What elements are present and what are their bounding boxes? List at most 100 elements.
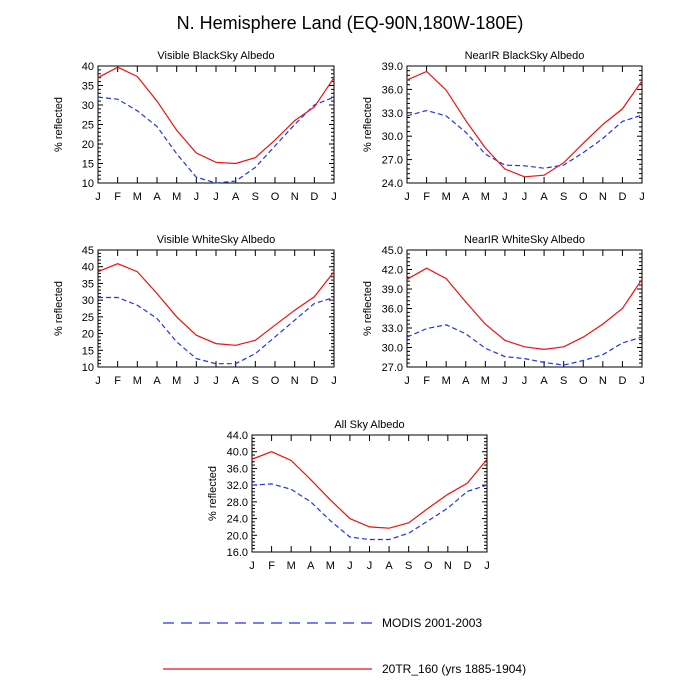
y-tick-label: 44.0: [227, 430, 248, 442]
panel-2: NearIR BlackSky Albedo % reflected 24.0 27.…: [362, 50, 645, 203]
y-tick-label: 30: [82, 295, 94, 307]
x-tick-label: A: [462, 191, 470, 203]
x-tick-label: M: [326, 560, 335, 572]
x-tick-label: O: [579, 191, 588, 203]
y-tick-label: 24.0: [227, 514, 248, 526]
x-tick-label: J: [194, 191, 200, 203]
panel-5: All Sky Albedo % reflected 16.0 20.0 24.0 28.…: [207, 419, 490, 572]
series-modis-line: [406, 324, 643, 366]
y-tick-label: 25: [82, 120, 94, 132]
x-tick-label: O: [271, 375, 280, 387]
y-tick-label: 40: [82, 61, 94, 73]
x-tick-label: J: [502, 375, 508, 387]
x-tick-label: J: [404, 375, 410, 387]
y-tick-label: 42.0: [382, 265, 403, 277]
y-tick-label: 40: [82, 262, 94, 274]
y-tick-label: 27.0: [382, 362, 403, 374]
x-tick-label: J: [484, 560, 490, 572]
x-tick-label: J: [331, 375, 337, 387]
x-tick-label: F: [423, 375, 430, 387]
panel-3: Visible WhiteSky Albedo % reflected 10 15 20…: [53, 234, 337, 387]
plot-frame: [97, 249, 335, 368]
x-tick-label: M: [287, 560, 296, 572]
x-tick-label: M: [481, 375, 490, 387]
x-tick-label: A: [462, 375, 470, 387]
y-tick-label: 10: [82, 178, 94, 190]
y-tick-label: 40.0: [227, 447, 248, 459]
x-tick-label: J: [639, 375, 645, 387]
y-tick-label: 20: [82, 139, 94, 151]
x-tick-label: O: [424, 560, 433, 572]
x-tick-label: M: [172, 375, 181, 387]
x-tick-label: M: [481, 191, 490, 203]
legend-modis-label: MODIS 2001-2003: [382, 616, 482, 630]
series-modis-line: [98, 296, 335, 365]
y-tick-label: 35: [82, 278, 94, 290]
y-axis-label: % reflected: [362, 97, 374, 152]
x-tick-label: A: [232, 375, 240, 387]
x-tick-label: F: [268, 560, 275, 572]
x-tick-label: F: [423, 191, 430, 203]
x-tick-label: D: [618, 191, 626, 203]
x-tick-label: J: [367, 560, 373, 572]
series-20tr-line: [251, 451, 488, 529]
plot-frame: [97, 65, 335, 184]
panel-title: Visible BlackSky Albedo: [157, 50, 274, 62]
x-tick-label: A: [153, 375, 161, 387]
x-tick-label: D: [310, 191, 318, 203]
y-tick-label: 30: [82, 100, 94, 112]
y-tick-label: 45: [82, 245, 94, 257]
x-tick-label: M: [442, 191, 451, 203]
x-tick-label: J: [404, 191, 410, 203]
x-tick-label: O: [271, 191, 280, 203]
y-tick-label: 36.0: [382, 84, 403, 96]
y-axis-label: % reflected: [53, 97, 65, 152]
y-tick-label: 30.0: [382, 131, 403, 143]
x-tick-label: M: [133, 375, 142, 387]
y-tick-label: 45.0: [382, 245, 403, 257]
x-tick-label: S: [560, 191, 567, 203]
x-tick-label: M: [133, 191, 142, 203]
x-tick-label: J: [194, 375, 200, 387]
y-tick-label: 32.0: [227, 480, 248, 492]
legend: MODIS 2001-2003 20TR_160 (yrs 1885-1904): [163, 616, 526, 676]
x-tick-label: A: [307, 560, 315, 572]
y-tick-label: 39.0: [382, 284, 403, 296]
x-tick-label: D: [618, 375, 626, 387]
x-tick-label: S: [252, 191, 259, 203]
x-tick-label: A: [540, 191, 548, 203]
x-tick-label: J: [347, 560, 353, 572]
series-20tr-line: [406, 267, 643, 351]
plot-frame: [251, 434, 488, 553]
y-tick-label: 10: [82, 362, 94, 374]
y-tick-label: 33.0: [382, 108, 403, 120]
x-tick-label: J: [522, 375, 528, 387]
y-tick-label: 24.0: [382, 178, 403, 190]
x-tick-label: F: [114, 191, 121, 203]
panel-1: Visible BlackSky Albedo % reflected 10 15 20…: [53, 50, 337, 203]
series-20tr-line: [97, 66, 335, 165]
x-tick-label: S: [560, 375, 567, 387]
x-tick-label: M: [442, 375, 451, 387]
y-axis-label: % reflected: [53, 281, 65, 336]
x-tick-label: N: [599, 375, 607, 387]
series-modis-line: [406, 109, 643, 169]
y-tick-label: 33.0: [382, 323, 403, 335]
x-tick-label: O: [579, 375, 588, 387]
x-tick-label: A: [232, 191, 240, 203]
x-tick-label: J: [213, 375, 219, 387]
x-tick-label: A: [385, 560, 393, 572]
y-tick-label: 20: [82, 329, 94, 341]
panel-title: NearIR WhiteSky Albedo: [464, 234, 585, 246]
y-axis-label: % reflected: [362, 281, 374, 336]
x-tick-label: D: [463, 560, 471, 572]
legend-tr-label: 20TR_160 (yrs 1885-1904): [382, 662, 526, 676]
series-20tr-line: [406, 70, 643, 178]
panel-title: NearIR BlackSky Albedo: [465, 50, 585, 62]
y-axis-label: % reflected: [207, 466, 219, 521]
x-tick-label: N: [291, 191, 299, 203]
panel-title: Visible WhiteSky Albedo: [157, 234, 275, 246]
x-tick-label: J: [639, 191, 645, 203]
x-tick-label: J: [249, 560, 255, 572]
